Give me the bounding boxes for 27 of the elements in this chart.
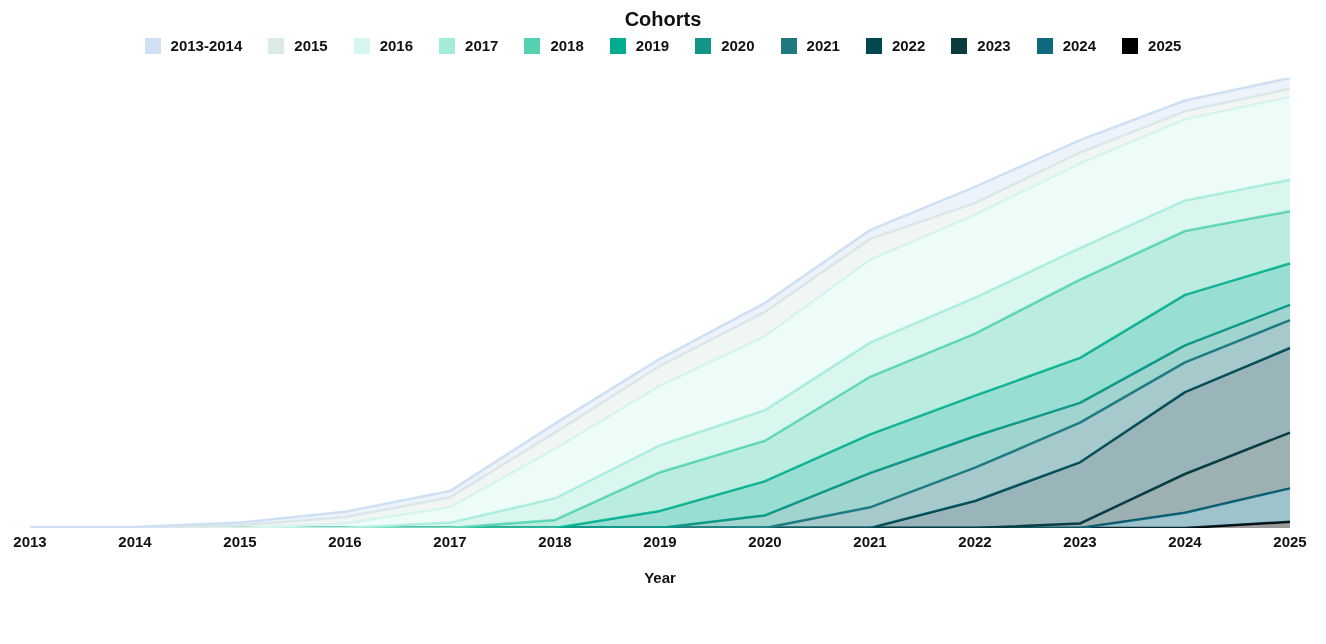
x-tick-label: 2022 xyxy=(958,532,992,550)
x-axis-title: Year xyxy=(644,569,677,586)
legend-label: 2022 xyxy=(891,37,926,54)
legend-label: 2020 xyxy=(721,37,755,54)
x-tick-label: 2016 xyxy=(328,532,362,550)
chart-title: Cohorts xyxy=(623,8,703,31)
legend-label: 2023 xyxy=(977,37,1011,54)
legend-label: 2017 xyxy=(465,37,499,54)
legend-label: 2024 xyxy=(1062,37,1097,54)
x-tick-label: 2018 xyxy=(538,532,572,550)
legend-label: 2013-2014 xyxy=(170,37,243,54)
x-tick-label: 2023 xyxy=(1063,532,1097,550)
legend-label: 2025 xyxy=(1148,37,1182,54)
x-tick-label: 2020 xyxy=(748,532,782,550)
legend-label: 2019 xyxy=(635,37,670,54)
x-tick-label: 2015 xyxy=(223,532,257,550)
x-tick-label: 2021 xyxy=(853,532,887,550)
legend-label: 2015 xyxy=(294,37,328,54)
x-tick-label: 2013 xyxy=(13,532,47,550)
x-tick-label: 2014 xyxy=(118,532,153,550)
x-tick-label: 2019 xyxy=(643,532,677,550)
legend-label: 2016 xyxy=(379,37,414,54)
x-tick-label: 2025 xyxy=(1273,532,1307,550)
x-tick-label: 2024 xyxy=(1168,532,1203,550)
legend-label: 2021 xyxy=(806,37,840,54)
legend-label: 2018 xyxy=(550,37,584,54)
x-tick-label: 2017 xyxy=(433,532,467,550)
